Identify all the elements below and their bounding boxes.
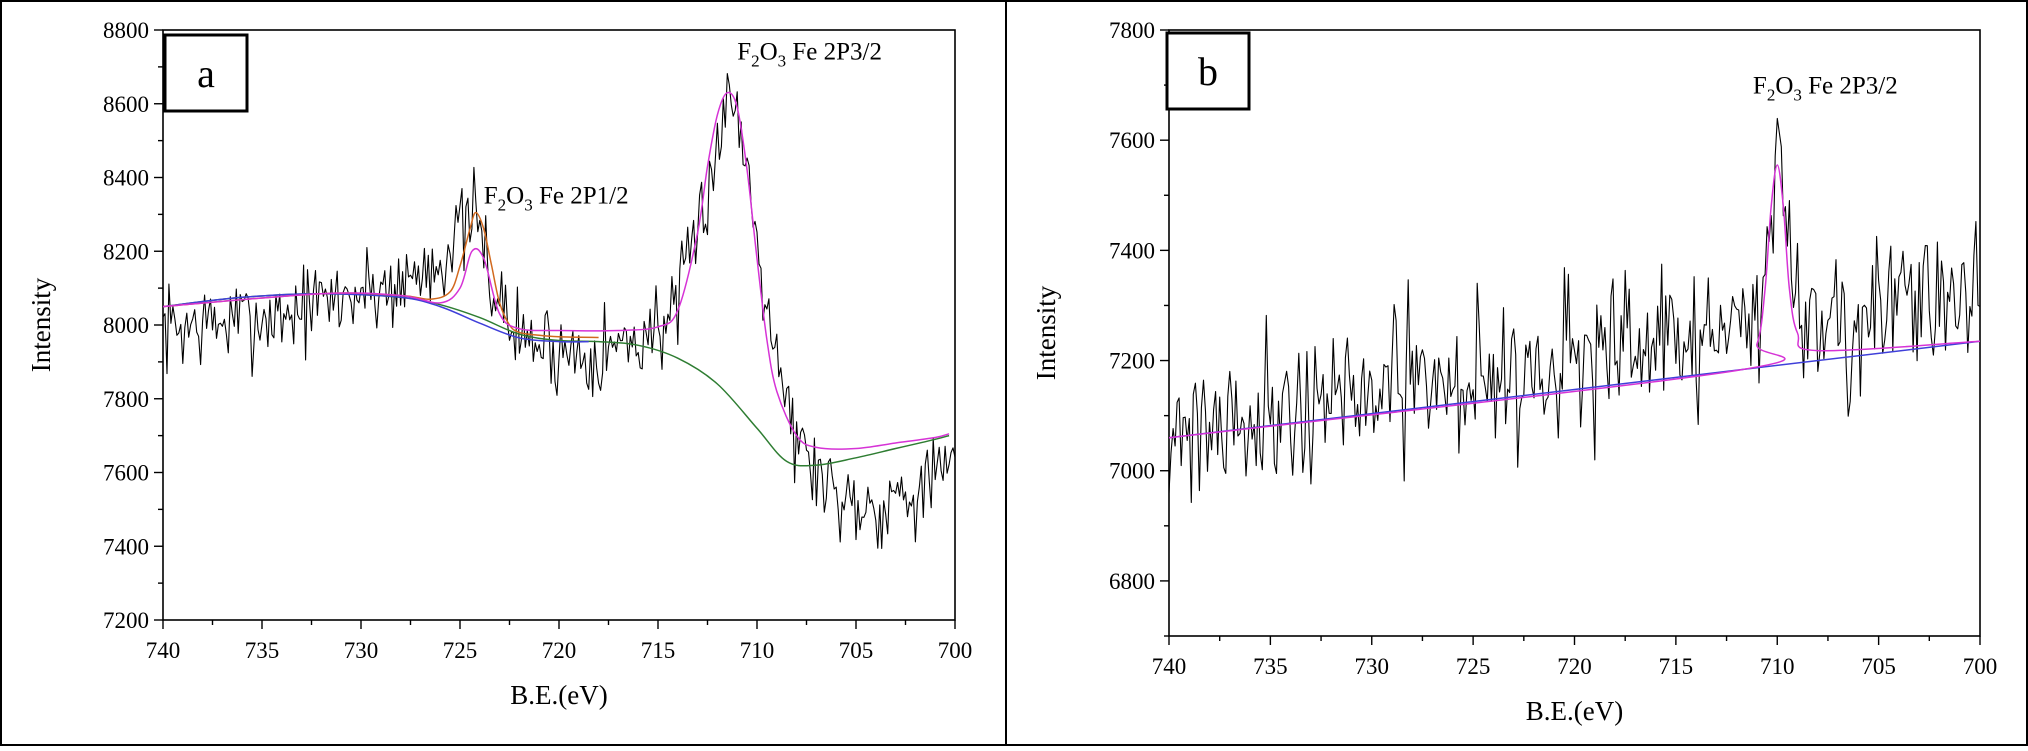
panel-letter-box-b <box>1165 31 1251 111</box>
panel-letter-b: b <box>1198 49 1218 94</box>
series-group-a <box>163 73 955 550</box>
panel-b: 740 735 730 725 720 715 710 705 700 6800 7000 7200 7… <box>1031 18 1997 726</box>
annotation-part: F <box>737 39 751 66</box>
annotation-part: 3 <box>1793 85 1802 104</box>
series-line-a-background-linear <box>163 292 589 343</box>
x-tick-label-b: 740 <box>1152 654 1187 679</box>
x-tick-label-b: 700 <box>1963 654 1998 679</box>
x-tick-label-b: 705 <box>1861 654 1896 679</box>
annotation-part: O <box>1775 72 1793 99</box>
x-tick-label-a: 705 <box>839 638 874 663</box>
y-tick-label-b: 7200 <box>1109 349 1155 374</box>
y-tick-label-b: 7800 <box>1109 18 1155 43</box>
y-tick-label-b: 7400 <box>1109 238 1155 263</box>
panel-letter-a: a <box>197 51 215 96</box>
x-tick-label-a: 700 <box>938 638 973 663</box>
y-tick-label-a: 7200 <box>103 608 149 633</box>
y-tick-label-b: 6800 <box>1109 569 1155 594</box>
x-tick-label-a: 710 <box>740 638 775 663</box>
y-tick-label-a: 8400 <box>103 166 149 191</box>
y-tick-label-a: 7600 <box>103 461 149 486</box>
annotation-part: Fe 2P3/2 <box>786 39 882 66</box>
x-tick-label-b: 710 <box>1760 654 1795 679</box>
panel-letter-box-a <box>163 33 249 113</box>
annotation-part: O <box>760 39 778 66</box>
annotation-part: O <box>506 182 524 209</box>
annotation-part: F <box>484 182 498 209</box>
peak-annotation-a-1: F2O3 Fe 2P3/2 <box>737 39 882 71</box>
annotation-part: Fe 2P3/2 <box>1802 72 1898 99</box>
x-tick-label-b: 730 <box>1355 654 1390 679</box>
x-axis-title-a: B.E.(eV) <box>510 680 607 710</box>
x-tick-label-a: 725 <box>443 638 478 663</box>
annotation-part: 3 <box>778 52 787 71</box>
y-tick-label-a: 8800 <box>103 18 149 43</box>
annotation-part: F <box>1753 72 1767 99</box>
x-tick-label-b: 715 <box>1659 654 1694 679</box>
series-group-b <box>1169 117 1980 504</box>
panel-a: 740 735 730 725 720 715 710 705 700 7200 7400 7600 7… <box>26 18 972 710</box>
annotation-part: 2 <box>1767 85 1776 104</box>
peak-annotation-a-0: F2O3 Fe 2P1/2 <box>484 182 629 214</box>
x-tick-label-b: 735 <box>1253 654 1288 679</box>
x-tick-label-a: 740 <box>146 638 181 663</box>
y-axis-title-a: Intensity <box>26 277 56 372</box>
y-tick-label-a: 8600 <box>103 92 149 117</box>
x-tick-label-b: 725 <box>1456 654 1491 679</box>
series-line-b-peak-fit <box>1169 164 1980 439</box>
series-line-b-raw-spectrum <box>1169 117 1980 504</box>
peak-annotation-b-0: F2O3 Fe 2P3/2 <box>1753 72 1898 104</box>
y-tick-label-a: 7800 <box>103 387 149 412</box>
y-tick-label-a: 7400 <box>103 534 149 559</box>
x-tick-label-b: 720 <box>1557 654 1592 679</box>
x-tick-label-a: 720 <box>542 638 577 663</box>
x-tick-label-a: 715 <box>641 638 676 663</box>
annotation-part: Fe 2P1/2 <box>533 182 629 209</box>
series-line-a-raw-spectrum <box>163 73 955 550</box>
y-tick-label-a: 8200 <box>103 239 149 264</box>
annotation-part: 2 <box>498 195 507 214</box>
annotation-part: 3 <box>524 195 533 214</box>
annotation-part: 2 <box>751 52 760 71</box>
y-tick-label-b: 7000 <box>1109 459 1155 484</box>
x-tick-label-a: 730 <box>344 638 379 663</box>
series-line-a-envelope-fit <box>163 91 950 450</box>
y-axis-title-b: Intensity <box>1031 285 1061 380</box>
x-axis-title-b: B.E.(eV) <box>1526 696 1623 726</box>
y-tick-label-b: 7600 <box>1109 128 1155 153</box>
y-tick-label-a: 8000 <box>103 313 149 338</box>
x-tick-label-a: 735 <box>245 638 280 663</box>
